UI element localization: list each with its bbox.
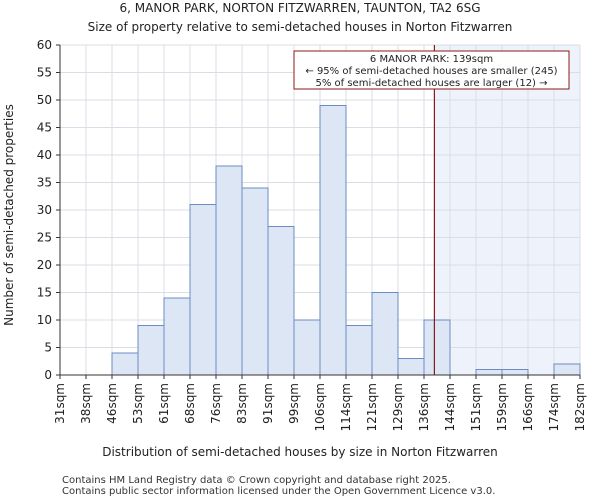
y-tick-label: 55 (37, 66, 52, 80)
y-tick-label: 35 (37, 176, 52, 190)
x-tick-label: 151sqm (469, 383, 483, 431)
x-tick-label: 106sqm (313, 383, 327, 431)
x-tick-label: 83sqm (235, 383, 249, 424)
x-tick-label: 68sqm (183, 383, 197, 424)
bar (111, 352, 139, 376)
x-tick-label: 174sqm (547, 383, 561, 431)
y-tick-label: 40 (37, 148, 52, 162)
bar (475, 369, 503, 376)
x-tick-label: 99sqm (287, 383, 301, 424)
bar (215, 165, 243, 376)
annotation-line-1: 6 MANOR PARK: 139sqm (370, 54, 493, 65)
x-tick-label: 144sqm (443, 383, 457, 431)
y-tick-label: 60 (37, 38, 52, 52)
x-tick-label: 61sqm (157, 383, 171, 424)
bar (137, 325, 165, 376)
bar (241, 187, 269, 376)
bar (189, 204, 217, 376)
x-tick-label: 31sqm (53, 383, 67, 424)
x-tick-label: 76sqm (209, 383, 223, 424)
x-tick-label: 91sqm (261, 383, 275, 424)
x-tick-label: 46sqm (105, 383, 119, 424)
bar (397, 358, 425, 376)
x-tick-label: 53sqm (131, 383, 145, 424)
x-tick-label: 136sqm (417, 383, 431, 431)
bar (293, 319, 321, 376)
y-tick-label: 15 (37, 286, 52, 300)
bar (423, 319, 451, 376)
bar (501, 369, 529, 376)
bar (163, 297, 191, 376)
x-tick-label: 159sqm (495, 383, 509, 431)
annotation-box (293, 50, 570, 90)
x-tick-label: 166sqm (521, 383, 535, 431)
y-tick-label: 10 (37, 313, 52, 327)
footer-line-1: Contains HM Land Registry data © Crown c… (62, 475, 451, 486)
x-tick-label: 182sqm (573, 383, 587, 431)
plot-area: 0 5 10 15 20 25 30 35 40 45 50 55 60 31sqm 38sqm 46sqm 5… (37, 38, 587, 431)
chart-subtitle: Size of property relative to semi-detach… (88, 20, 513, 34)
x-tick-label: 114sqm (339, 383, 353, 431)
x-tick-label: 121sqm (365, 383, 379, 431)
y-tick-label: 5 (44, 341, 52, 355)
x-axis-label: Distribution of semi-detached houses by … (102, 445, 498, 459)
x-tick-label: 129sqm (391, 383, 405, 431)
annotation-line-3: 5% of semi-detached houses are larger (1… (315, 78, 547, 89)
y-tick-label: 50 (37, 93, 52, 107)
y-tick-label: 45 (37, 121, 52, 135)
y-tick-label: 25 (37, 231, 52, 245)
chart-title: 6, MANOR PARK, NORTON FITZWARREN, TAUNTO… (120, 1, 481, 15)
y-tick-label: 20 (37, 258, 52, 272)
bar (267, 226, 295, 376)
bar (371, 292, 399, 376)
y-tick-label: 30 (37, 203, 52, 217)
x-tick-label: 38sqm (79, 383, 93, 424)
y-axis-label: Number of semi-detached properties (2, 104, 16, 326)
y-tick-label: 0 (44, 368, 52, 382)
bar (553, 363, 581, 376)
footer-line-2: Contains public sector information licen… (62, 486, 495, 497)
annotation-line-2: ← 95% of semi-detached houses are smalle… (305, 66, 557, 77)
bar (319, 105, 347, 376)
bar (345, 325, 373, 376)
